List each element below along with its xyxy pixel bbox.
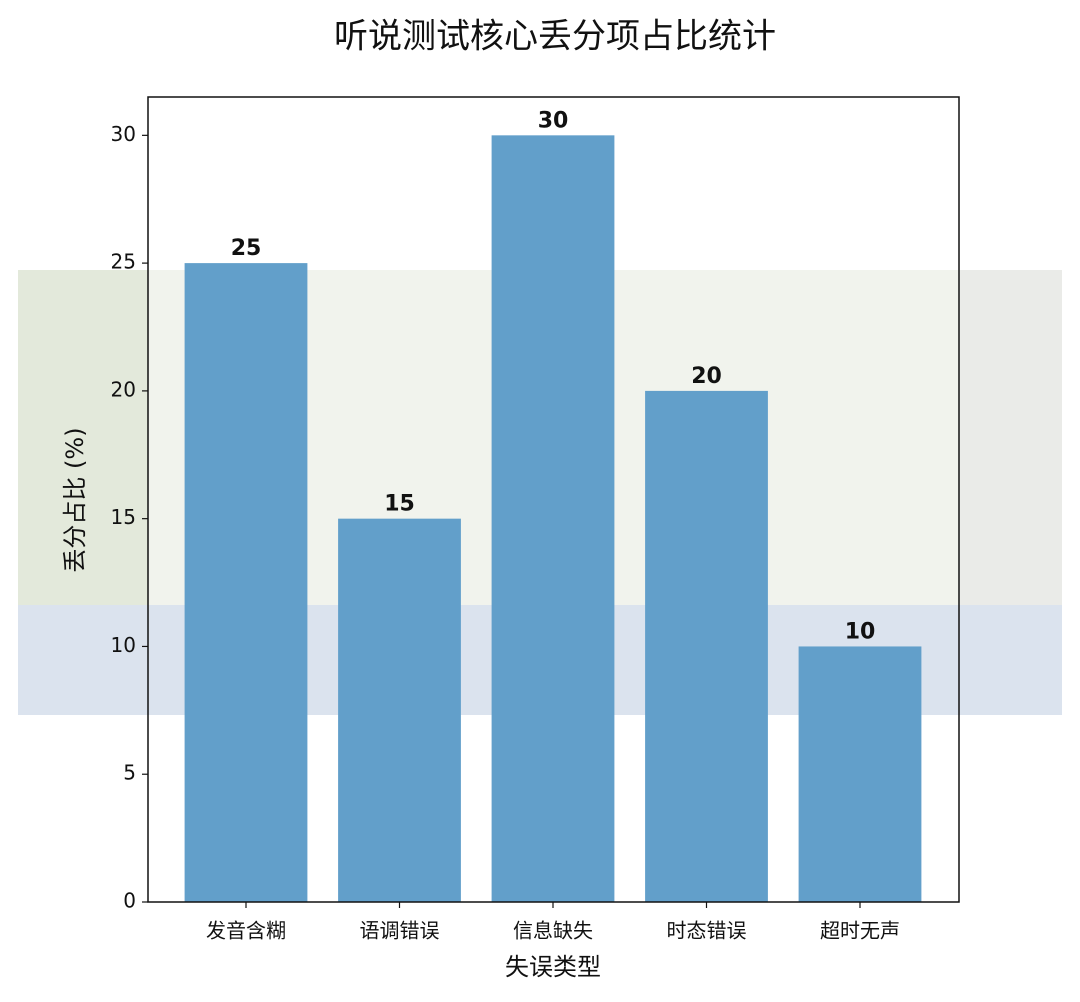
y-tick-label: 10 xyxy=(111,633,136,657)
x-tick-label: 发音含糊 xyxy=(206,919,286,943)
value-label: 10 xyxy=(845,619,876,644)
bar xyxy=(184,263,308,903)
plot-frame xyxy=(147,96,960,903)
x-tick-label: 时态错误 xyxy=(667,919,747,943)
value-label: 15 xyxy=(384,492,415,517)
bar xyxy=(338,518,461,902)
x-tick-label: 超时无声 xyxy=(820,919,900,943)
value-label: 25 xyxy=(231,236,262,261)
x-tick-label: 信息缺失 xyxy=(513,919,593,943)
chart-title: 听说测试核心丢分项占比统计 xyxy=(334,17,776,57)
y-tick-label: 5 xyxy=(123,761,136,785)
value-label: 30 xyxy=(538,108,569,133)
bar xyxy=(645,390,768,902)
bar xyxy=(491,135,615,903)
x-axis-label: 失误类型 xyxy=(505,953,601,981)
bar xyxy=(798,646,922,902)
value-label: 20 xyxy=(691,364,722,389)
y-tick-label: 25 xyxy=(111,250,136,274)
y-axis-label: 丢分占比 (%) xyxy=(61,427,89,572)
y-tick-label: 0 xyxy=(123,889,136,913)
y-tick-label: 20 xyxy=(111,377,136,401)
y-tick-label: 15 xyxy=(111,505,136,529)
y-tick-label: 30 xyxy=(111,122,136,146)
x-tick-label: 语调错误 xyxy=(360,919,440,943)
